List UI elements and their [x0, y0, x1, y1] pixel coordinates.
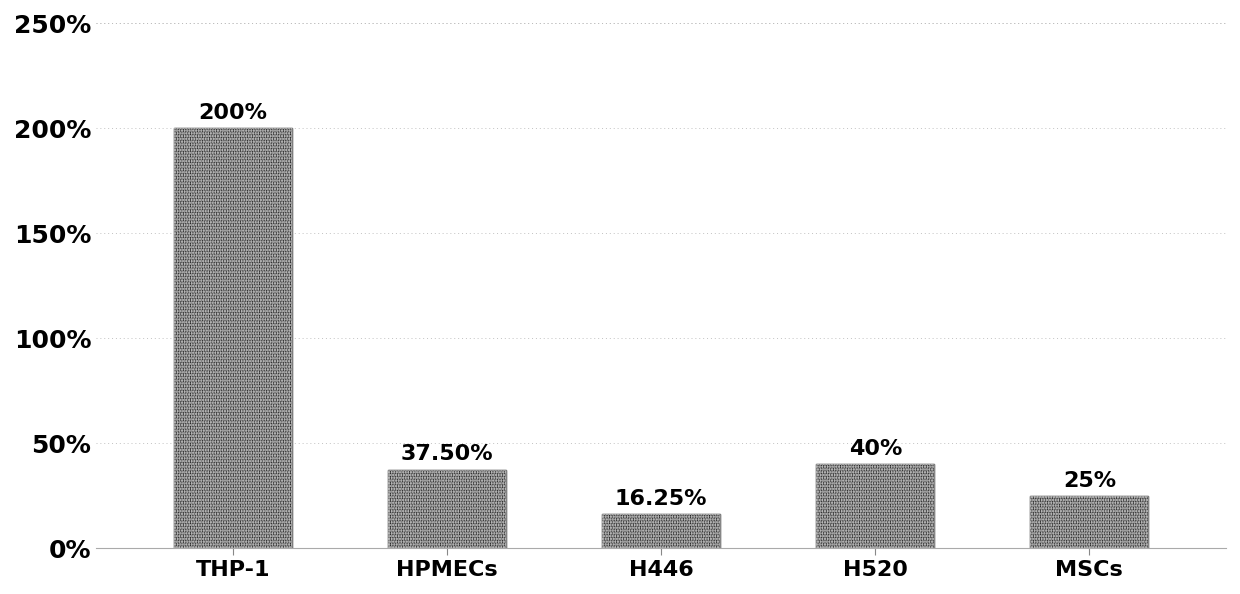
Bar	[816, 465, 934, 548]
Bar	[174, 128, 291, 548]
Bar	[603, 514, 720, 548]
Text: 37.50%: 37.50%	[401, 444, 494, 465]
Bar	[816, 465, 934, 548]
Bar	[1030, 496, 1148, 548]
Bar	[603, 514, 720, 548]
Bar	[388, 470, 506, 548]
Bar	[603, 514, 720, 548]
Bar	[816, 465, 934, 548]
Text: 200%: 200%	[198, 103, 268, 123]
Bar	[174, 128, 291, 548]
Text: 25%: 25%	[1063, 470, 1116, 491]
Bar	[388, 470, 506, 548]
Bar	[1030, 496, 1148, 548]
Text: 16.25%: 16.25%	[615, 489, 708, 509]
Bar	[388, 470, 506, 548]
Text: 40%: 40%	[848, 439, 901, 459]
Bar	[174, 128, 291, 548]
Bar	[1030, 496, 1148, 548]
